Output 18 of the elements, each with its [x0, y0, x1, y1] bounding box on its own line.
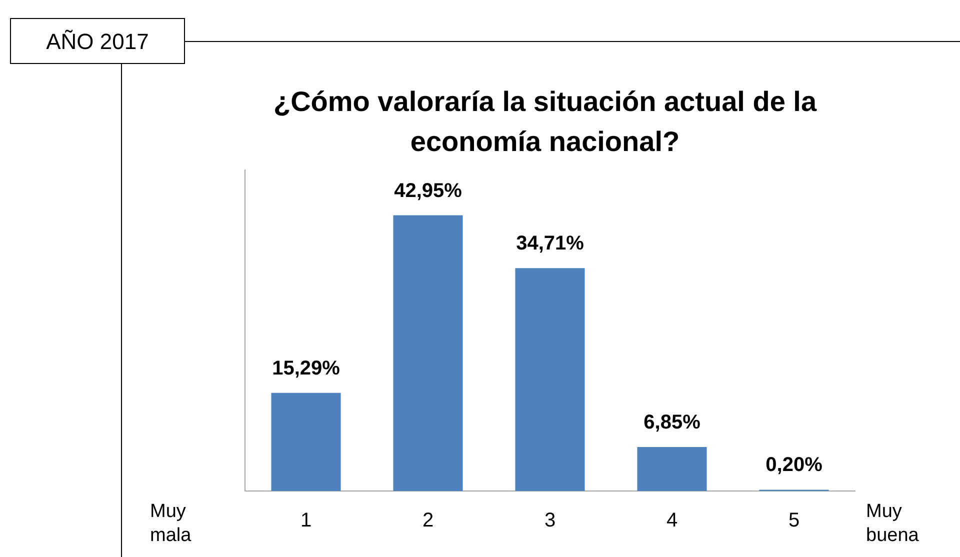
- data-label: 15,29%: [272, 357, 340, 380]
- x-tick-label: 3: [544, 510, 556, 532]
- text: Muy mala: [150, 500, 192, 548]
- data-label: 42,95%: [394, 180, 462, 202]
- data-label: 0,20%: [766, 454, 823, 476]
- text: Muy buena: [866, 500, 920, 548]
- x-tick-label: 5: [788, 510, 800, 532]
- data-label: 34,71%: [516, 232, 584, 255]
- text: AÑO 2017: [10, 18, 185, 64]
- bar: [637, 447, 707, 491]
- x-tick-label: 1: [300, 510, 312, 532]
- bar: [271, 392, 341, 491]
- x-tick-label: 4: [666, 510, 678, 532]
- x-tick-label: 2: [422, 510, 434, 532]
- bar: [393, 215, 463, 491]
- data-label: 6,85%: [644, 412, 701, 434]
- bar: [515, 268, 585, 491]
- chart-title: ¿Cómo valoraría la situación actual de la economía nacional?: [272, 85, 818, 159]
